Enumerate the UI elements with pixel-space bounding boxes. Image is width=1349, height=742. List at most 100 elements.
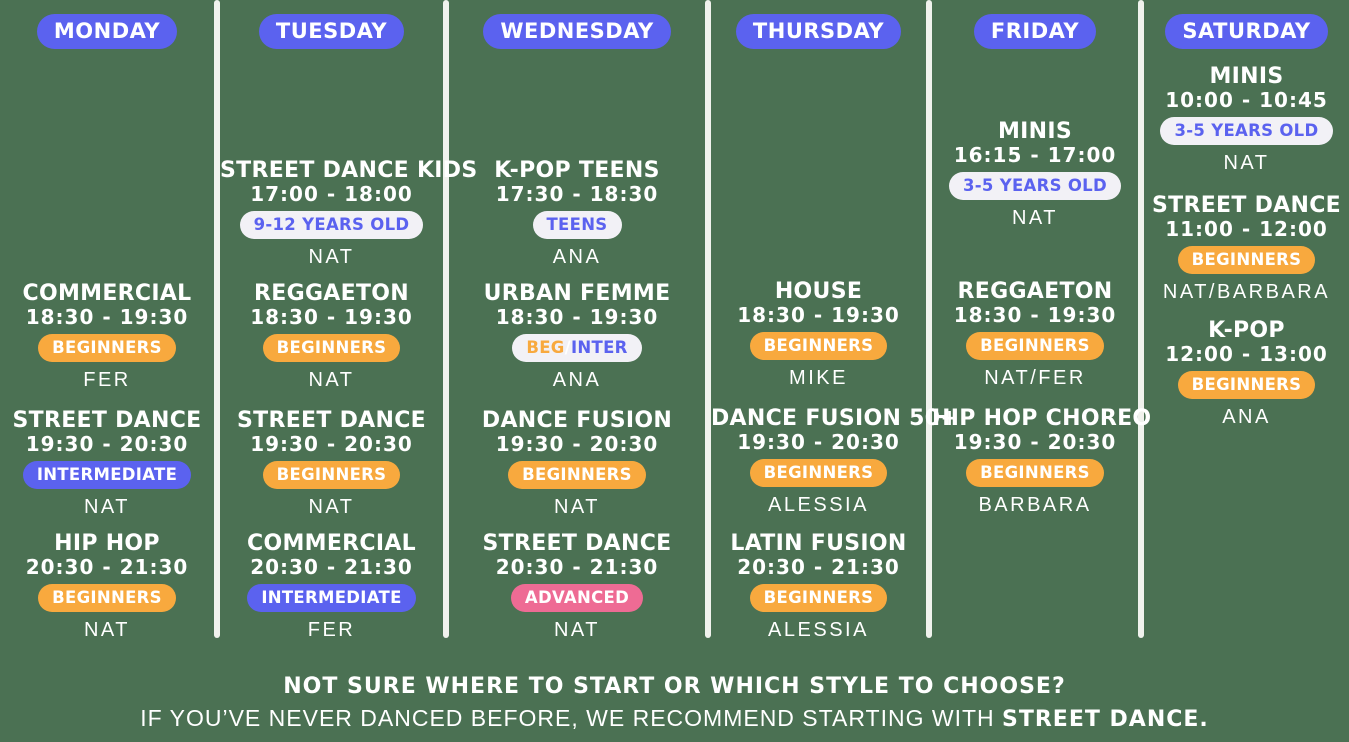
- instructor-name: NAT: [308, 369, 355, 391]
- level-badge: BEGINNERS: [966, 459, 1104, 487]
- level-badge: BEGINNERS: [1177, 371, 1316, 399]
- day-header-friday: FRIDAY: [973, 14, 1097, 49]
- class-time: 17:30 - 18:30: [495, 182, 659, 206]
- class-time: 18:30 - 19:30: [495, 305, 659, 329]
- column-wednesday: WEDNESDAY K-POP TEENS 17:30 - 18:30 TEEN…: [449, 0, 705, 660]
- instructor-name: NAT: [83, 619, 130, 641]
- class-entry: DANCE FUSION 50+ 19:30 - 20:30 BEGINNERS…: [711, 406, 960, 517]
- instructor-name: NAT: [1011, 207, 1058, 229]
- instructor-name: ALESSIA: [768, 494, 869, 516]
- class-name: HOUSE: [774, 279, 863, 304]
- instructor-name: NAT: [1223, 152, 1270, 174]
- class-entry: MINIS 16:15 - 17:00 3-5 YEARS OLD NAT: [932, 119, 1138, 230]
- class-name: MINIS: [997, 119, 1073, 144]
- level-badge: BEGINNERS: [966, 332, 1104, 360]
- class-entry: HOUSE 18:30 - 19:30 BEGINNERS MIKE: [711, 279, 926, 390]
- day-header-saturday: SATURDAY: [1165, 14, 1328, 49]
- instructor-name: NAT: [308, 496, 355, 518]
- class-entry: STREET DANCE 19:30 - 20:30 INTERMEDIATE …: [0, 408, 214, 519]
- class-time: 19:30 - 20:30: [495, 432, 659, 456]
- class-name: STREET DANCE: [237, 408, 426, 433]
- class-entry: STREET DANCE KIDS 17:00 - 18:00 9-12 YEA…: [220, 158, 478, 269]
- instructor-name: ANA: [552, 246, 602, 268]
- class-entry: HIP HOP CHOREO 19:30 - 20:30 BEGINNERS B…: [932, 406, 1151, 517]
- level-badge: BEGINNERS: [749, 584, 888, 612]
- class-time: 20:30 - 21:30: [250, 555, 413, 579]
- level-badge: INTERMEDIATE: [247, 584, 416, 612]
- class-time: 12:00 - 13:00: [1165, 342, 1328, 366]
- level-badge: ADVANCED: [510, 584, 644, 612]
- instructor-name: FER: [307, 619, 356, 641]
- class-time: 19:30 - 20:30: [250, 432, 413, 456]
- class-name: STREET DANCE KIDS: [220, 158, 478, 183]
- instructor-name: ANA: [552, 369, 602, 391]
- level-badge: BEGINNERS: [38, 334, 176, 362]
- class-name: URBAN FEMME: [483, 281, 671, 306]
- level-badge: 3-5 YEARS OLD: [948, 172, 1121, 200]
- class-name: DANCE FUSION: [481, 408, 673, 433]
- class-entry: URBAN FEMME 18:30 - 19:30 BEG/INTER ANA: [449, 281, 705, 392]
- column-tuesday: TUESDAY STREET DANCE KIDS 17:00 - 18:00 …: [220, 0, 478, 660]
- footer-headline: NOT SURE WHERE TO START OR WHICH STYLE T…: [283, 674, 1066, 699]
- instructor-name: ANA: [1222, 406, 1271, 428]
- class-time: 11:00 - 12:00: [1165, 217, 1328, 241]
- class-time: 20:30 - 21:30: [737, 555, 900, 579]
- class-time: 18:30 - 19:30: [737, 303, 900, 327]
- class-name: LATIN FUSION: [730, 531, 907, 556]
- column-divider: [705, 0, 711, 638]
- day-header-wednesday: WEDNESDAY: [483, 14, 671, 49]
- instructor-name: NAT/BARBARA: [1162, 281, 1331, 303]
- class-entry: MINIS 10:00 - 10:45 3-5 YEARS OLD NAT: [1144, 64, 1349, 175]
- level-slash: /: [564, 338, 571, 357]
- instructor-name: BARBARA: [978, 494, 1092, 516]
- class-entry: COMMERCIAL 18:30 - 19:30 BEGINNERS FER: [0, 281, 214, 392]
- class-time: 10:00 - 10:45: [1165, 88, 1328, 112]
- footer-recommendation-text: IF YOU’VE NEVER DANCED BEFORE, WE RECOMM…: [140, 705, 1003, 731]
- instructor-name: NAT: [83, 496, 130, 518]
- footer-recommendation-bold: STREET DANCE.: [1002, 707, 1209, 732]
- class-time: 20:30 - 21:30: [25, 555, 189, 579]
- column-divider: [443, 0, 449, 638]
- level-badge: BEGINNERS: [262, 334, 401, 362]
- class-time: 19:30 - 20:30: [25, 432, 189, 456]
- class-name: DANCE FUSION 50+: [711, 406, 960, 431]
- level-badge: BEGINNERS: [508, 461, 646, 489]
- class-entry: STREET DANCE 11:00 - 12:00 BEGINNERS NAT…: [1144, 193, 1349, 304]
- class-entry: COMMERCIAL 20:30 - 21:30 INTERMEDIATE FE…: [220, 531, 443, 642]
- column-divider: [214, 0, 220, 638]
- column-saturday: SATURDAY MINIS 10:00 - 10:45 3-5 YEARS O…: [1144, 0, 1349, 660]
- column-friday: FRIDAY MINIS 16:15 - 17:00 3-5 YEARS OLD…: [932, 0, 1151, 660]
- class-name: HIP HOP: [54, 531, 160, 556]
- column-thursday: THURSDAY HOUSE 18:30 - 19:30 BEGINNERS M…: [711, 0, 960, 660]
- class-name: COMMERCIAL: [22, 281, 192, 306]
- level-badge: INTERMEDIATE: [22, 461, 192, 489]
- level-badge: BEGINNERS: [749, 459, 888, 487]
- class-name: REGGAETON: [254, 281, 409, 306]
- class-entry: STREET DANCE 20:30 - 21:30 ADVANCED NAT: [449, 531, 705, 642]
- class-time: 18:30 - 19:30: [250, 305, 413, 329]
- level-badge-split: BEG/INTER: [512, 334, 642, 362]
- class-entry: LATIN FUSION 20:30 - 21:30 BEGINNERS ALE…: [711, 531, 926, 642]
- class-entry: K-POP TEENS 17:30 - 18:30 TEENS ANA: [449, 158, 705, 269]
- instructor-name: MIKE: [789, 367, 848, 389]
- day-header-tuesday: TUESDAY: [258, 14, 405, 49]
- class-time: 20:30 - 21:30: [495, 555, 659, 579]
- class-entry: REGGAETON 18:30 - 19:30 BEGINNERS NAT/FE…: [932, 279, 1138, 390]
- class-time: 17:00 - 18:00: [250, 182, 413, 206]
- class-time: 18:30 - 19:30: [953, 303, 1117, 327]
- class-time: 16:15 - 17:00: [953, 143, 1117, 167]
- class-entry: REGGAETON 18:30 - 19:30 BEGINNERS NAT: [220, 281, 443, 392]
- class-entry: HIP HOP 20:30 - 21:30 BEGINNERS NAT: [0, 531, 214, 642]
- class-entry: K-POP 12:00 - 13:00 BEGINNERS ANA: [1144, 318, 1349, 429]
- class-name: K-POP: [1208, 318, 1285, 343]
- class-entry: STREET DANCE 19:30 - 20:30 BEGINNERS NAT: [220, 408, 443, 519]
- class-name: STREET DANCE: [482, 531, 672, 556]
- level-badge: 9-12 YEARS OLD: [239, 211, 424, 239]
- class-name: K-POP TEENS: [494, 158, 660, 183]
- class-name: COMMERCIAL: [247, 531, 416, 556]
- level-badge: BEGINNERS: [262, 461, 401, 489]
- level-badge: BEGINNERS: [749, 332, 888, 360]
- instructor-name: FER: [83, 369, 131, 391]
- day-header-thursday: THURSDAY: [735, 14, 902, 49]
